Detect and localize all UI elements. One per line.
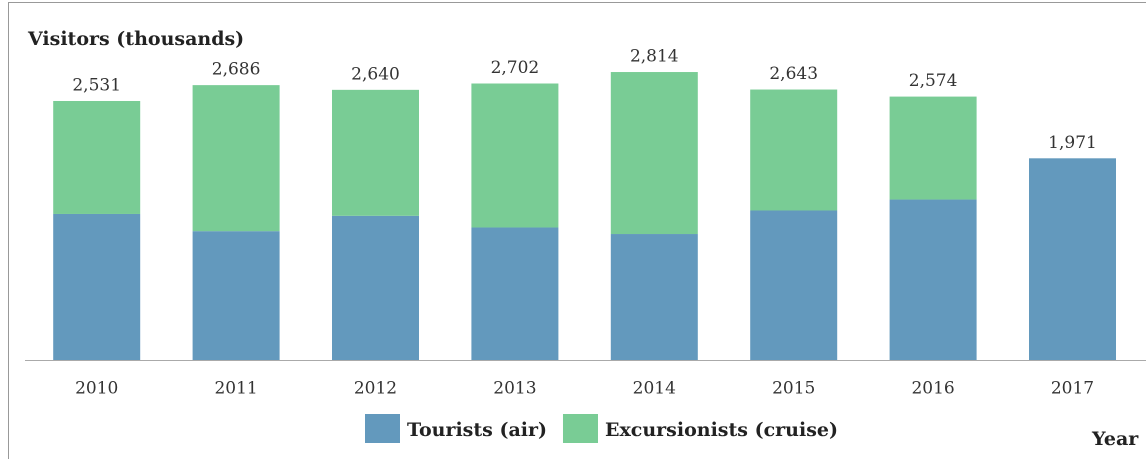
bar-segment — [53, 100, 141, 214]
bar-segment — [750, 210, 838, 360]
frame — [8, 2, 1146, 459]
total-label: 2,574 — [909, 71, 958, 91]
total-label: 2,640 — [351, 64, 400, 84]
total-label: 2,643 — [769, 64, 818, 84]
total-label: 1,971 — [1048, 133, 1097, 153]
bar-segment — [471, 83, 559, 228]
total-label: 2,531 — [72, 75, 121, 95]
bar-segment — [610, 72, 698, 235]
total-label: 2,686 — [212, 60, 261, 80]
x-tick-label: 2017 — [1051, 379, 1094, 399]
bar-segment — [192, 231, 280, 360]
legend-label: Excursionists (cruise) — [605, 419, 838, 441]
bar-segment — [1029, 158, 1116, 360]
bar-segment — [610, 234, 698, 360]
bar-segment — [332, 89, 419, 216]
total-label: 2,814 — [630, 47, 679, 67]
x-tick-label: 2012 — [354, 379, 397, 399]
x-tick-label: 2015 — [772, 379, 815, 399]
bar-segment — [889, 199, 977, 360]
x-tick-label: 2013 — [493, 379, 536, 399]
bar-segment — [889, 96, 977, 200]
legend-swatch — [562, 414, 598, 443]
x-tick-label: 2014 — [633, 379, 676, 399]
x-tick-label: 2010 — [75, 379, 118, 399]
x-axis-title: Year — [1091, 428, 1139, 450]
y-axis-title: Visitors (thousands) — [27, 28, 244, 50]
bar-segment — [53, 213, 141, 360]
x-tick-label: 2011 — [214, 379, 257, 399]
bar-segment — [471, 227, 559, 360]
x-tick-label: 2016 — [911, 379, 954, 399]
bar-segment — [332, 215, 419, 360]
bar-segment — [192, 85, 280, 232]
legend-swatch — [365, 414, 400, 443]
total-label: 2,702 — [491, 58, 540, 78]
bar-segment — [750, 89, 838, 211]
legend-label: Tourists (air) — [407, 419, 547, 441]
